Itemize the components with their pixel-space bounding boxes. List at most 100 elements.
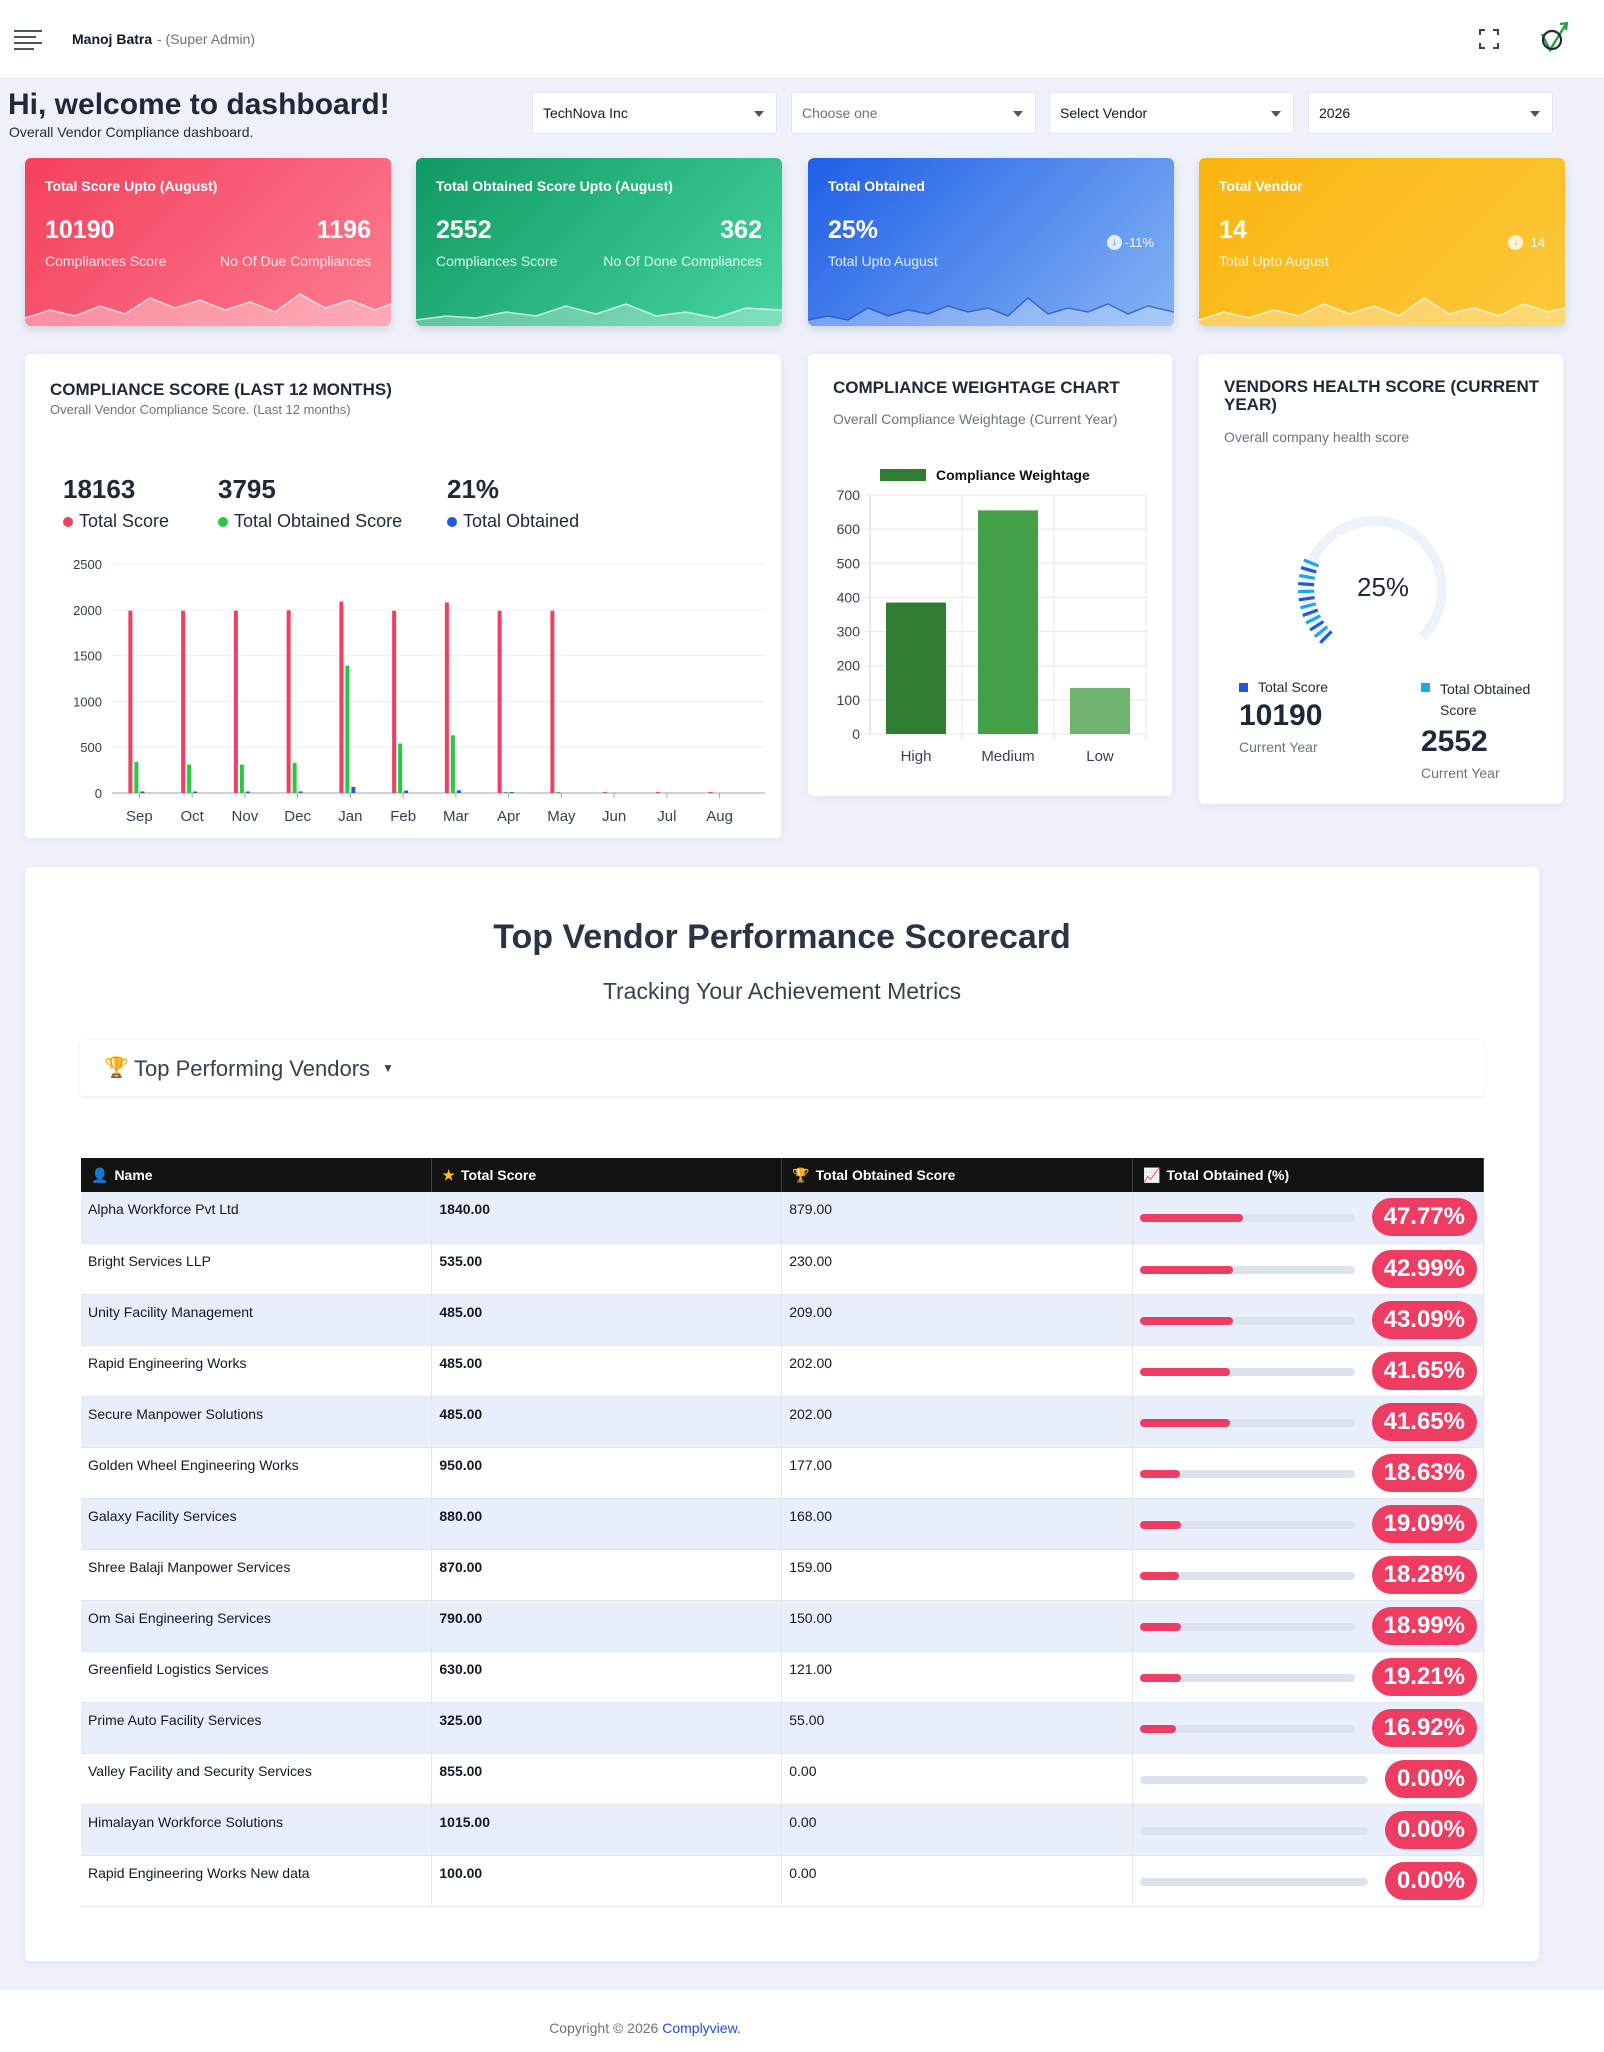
top-performers-toggle[interactable]: 🏆 Top Performing Vendors ▼ <box>80 1040 1484 1096</box>
kpi-label: Total Obtained <box>463 511 580 531</box>
y-tick-label: 700 <box>837 487 861 503</box>
card-value: 14 <box>1219 216 1247 244</box>
vendor-name: Valley Facility and Security Services <box>81 1753 433 1805</box>
obtained-percent-cell: 41.65% <box>1132 1345 1484 1397</box>
fullscreen-icon[interactable] <box>1478 28 1500 50</box>
total-obtained-card: Total Obtained 25% Total Upto August ↓ -1… <box>808 158 1174 326</box>
progress-bar <box>1140 1724 1356 1733</box>
card-value-2: 362 <box>720 216 762 244</box>
gauge-tick <box>1298 573 1316 580</box>
obtained-score-cell: 202.00 <box>781 1345 1134 1397</box>
table-row: Rapid Engineering Works New data 100.00 0.… <box>81 1855 1484 1907</box>
bar-total-score <box>603 792 608 793</box>
total-score-cell: 880.00 <box>431 1498 783 1550</box>
percent-badge: 18.28% <box>1371 1555 1477 1594</box>
compliance-score-card: COMPLIANCE SCORE (LAST 12 MONTHS) Overal… <box>25 354 781 838</box>
gauge-tick <box>1299 602 1317 610</box>
legend-label: Compliance Weightage <box>936 467 1090 483</box>
x-tick-label: High <box>901 748 932 765</box>
bar-total-obtained-score <box>134 761 139 793</box>
sparkline <box>808 297 1174 326</box>
bar-total-score <box>286 610 291 793</box>
vendor-name: Bright Services LLP <box>81 1243 433 1295</box>
brand-link[interactable]: Complyview. <box>662 2020 741 2036</box>
card-subtitle: Overall Compliance Weightage (Current Ye… <box>833 411 1118 427</box>
progress-fill <box>1140 1418 1230 1427</box>
gauge-tick <box>1309 620 1325 632</box>
total-score-cell: 630.00 <box>431 1651 783 1703</box>
obtained-score-cell: 121.00 <box>781 1651 1134 1703</box>
card-title: COMPLIANCE WEIGHTAGE CHART <box>833 378 1120 397</box>
bar-total-obtained <box>509 792 514 793</box>
vendor-name: Alpha Workforce Pvt Ltd <box>81 1192 433 1244</box>
progress-fill <box>1140 1724 1177 1733</box>
card-value: 2552 <box>436 216 492 244</box>
bar-total-obtained-score <box>187 764 192 793</box>
compliance-score-chart: 0 500 1000 1500 2000 2500 Sep Oct Nov Dec Jan Feb Ma… <box>73 557 765 825</box>
menu-icon[interactable] <box>14 30 42 50</box>
delta-value: -14 <box>1526 235 1545 250</box>
company-select[interactable]: TechNova Inc <box>532 92 777 134</box>
column-label: Name <box>114 1166 153 1183</box>
total-score-cell: 870.00 <box>431 1549 783 1601</box>
y-tick-label: 600 <box>837 521 861 537</box>
y-tick-label: 100 <box>837 692 861 708</box>
caret-down-icon: ▼ <box>382 1061 394 1075</box>
obtained-score-cell: 230.00 <box>781 1243 1134 1295</box>
obtained-percent-cell: 0.00% <box>1132 1753 1484 1805</box>
vendor-select-value: Select Vendor <box>1060 105 1148 121</box>
y-tick-label: 400 <box>837 589 861 605</box>
choose-select[interactable]: Choose one <box>791 92 1036 134</box>
bar-total-obtained-score <box>556 792 561 793</box>
card-title: Total Vendor <box>1219 178 1303 194</box>
table-row: Alpha Workforce Pvt Ltd 1840.00 879.00 47.7… <box>81 1192 1484 1244</box>
vendor-name: Himalayan Workforce Solutions <box>81 1804 433 1856</box>
x-tick-label: Jul <box>657 808 676 825</box>
column-header-obtained-percent[interactable]: 📈 Total Obtained (%) <box>1132 1158 1484 1192</box>
card-label: Total Upto August <box>1219 253 1329 269</box>
kpi-value: 21% <box>447 474 500 504</box>
kpi-total-score: 18163 Total Score <box>63 474 169 532</box>
table-row: Rapid Engineering Works 485.00 202.00 41.65… <box>81 1345 1484 1397</box>
y-tick-label: 500 <box>80 740 102 755</box>
progress-fill <box>1140 1622 1181 1631</box>
column-header-name[interactable]: 👤 Name <box>81 1158 433 1192</box>
weightage-card: COMPLIANCE WEIGHTAGE CHART Overall Compl… <box>808 354 1172 796</box>
percent-badge: 41.65% <box>1371 1351 1477 1390</box>
obtained-percent-cell: 18.99% <box>1132 1600 1484 1652</box>
table-row: Shree Balaji Manpower Services 870.00 159.… <box>81 1549 1484 1601</box>
obtained-score-cell: 202.00 <box>781 1396 1134 1448</box>
table-row: Prime Auto Facility Services 325.00 55.00 1… <box>81 1702 1484 1754</box>
gauge-tick <box>1297 589 1315 594</box>
table-row: Bright Services LLP 535.00 230.00 42.99% <box>81 1243 1484 1295</box>
legend-dot <box>447 517 457 527</box>
bar-total-score <box>392 610 397 793</box>
total-score-cell: 485.00 <box>431 1396 783 1448</box>
vendor-name: Rapid Engineering Works <box>81 1345 433 1397</box>
bar-total-obtained-score <box>398 743 403 793</box>
vendor-select[interactable]: Select Vendor <box>1049 92 1294 134</box>
year-select[interactable]: 2026 <box>1308 92 1553 134</box>
table-row: Om Sai Engineering Services 790.00 150.00 1… <box>81 1600 1484 1652</box>
percent-badge: 0.00% <box>1384 1810 1477 1849</box>
card-subtitle: Overall Vendor Compliance Score. (Last 1… <box>50 402 351 417</box>
column-header-total-score[interactable]: ★ Total Score <box>431 1158 783 1192</box>
progress-bar <box>1140 1265 1356 1274</box>
bar-total-obtained <box>140 791 145 793</box>
brand-logo-icon <box>1540 21 1569 53</box>
obtained-score-cell: 0.00 <box>781 1753 1134 1805</box>
percent-badge: 16.92% <box>1371 1708 1477 1747</box>
gauge-tick <box>1302 608 1319 618</box>
x-tick-label: Medium <box>981 748 1034 765</box>
card-title: COMPLIANCE SCORE (LAST 12 MONTHS) <box>50 380 392 399</box>
year-select-value: 2026 <box>1319 105 1351 121</box>
y-tick-label: 300 <box>837 624 861 640</box>
vendor-name: Greenfield Logistics Services <box>81 1651 433 1703</box>
page-title: Hi, welcome to dashboard! <box>8 88 390 121</box>
bar-compliance-weightage <box>1070 687 1130 734</box>
column-header-obtained-score[interactable]: 🏆 Total Obtained Score <box>781 1158 1134 1192</box>
vendor-name: Golden Wheel Engineering Works <box>81 1447 433 1499</box>
card-value: 25% <box>828 216 879 244</box>
x-tick-label: May <box>547 808 576 825</box>
footer: Copyright © 2026 Complyview. <box>0 1990 1604 2052</box>
